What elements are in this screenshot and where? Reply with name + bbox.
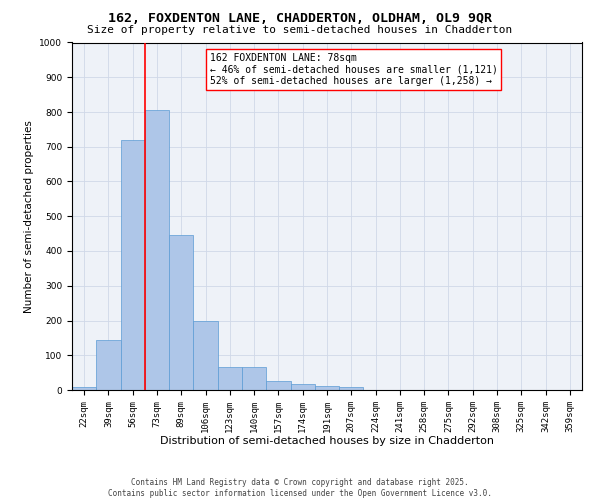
- Bar: [96, 340, 121, 390]
- Text: 162 FOXDENTON LANE: 78sqm
← 46% of semi-detached houses are smaller (1,121)
52% : 162 FOXDENTON LANE: 78sqm ← 46% of semi-…: [210, 53, 497, 86]
- Bar: [169, 236, 193, 390]
- Bar: [72, 387, 96, 390]
- Bar: [290, 384, 315, 390]
- X-axis label: Distribution of semi-detached houses by size in Chadderton: Distribution of semi-detached houses by …: [160, 436, 494, 446]
- Bar: [218, 368, 242, 390]
- Text: 162, FOXDENTON LANE, CHADDERTON, OLDHAM, OL9 9QR: 162, FOXDENTON LANE, CHADDERTON, OLDHAM,…: [108, 12, 492, 26]
- Bar: [145, 110, 169, 390]
- Bar: [242, 368, 266, 390]
- Bar: [121, 140, 145, 390]
- Bar: [339, 387, 364, 390]
- Bar: [266, 382, 290, 390]
- Y-axis label: Number of semi-detached properties: Number of semi-detached properties: [24, 120, 34, 312]
- Text: Contains HM Land Registry data © Crown copyright and database right 2025.
Contai: Contains HM Land Registry data © Crown c…: [108, 478, 492, 498]
- Bar: [315, 386, 339, 390]
- Text: Size of property relative to semi-detached houses in Chadderton: Size of property relative to semi-detach…: [88, 25, 512, 35]
- Bar: [193, 320, 218, 390]
